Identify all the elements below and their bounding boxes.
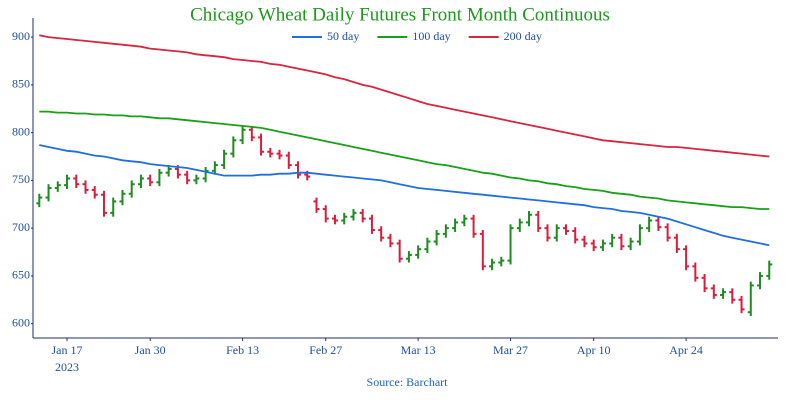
legend-label: 200 day — [504, 29, 542, 43]
legend-label: 50 day — [327, 29, 359, 43]
x-tick-label: Feb 13 — [226, 343, 259, 357]
x-tick-label: Apr 24 — [669, 343, 703, 357]
y-tick-label: 650 — [12, 268, 30, 282]
ma-line — [39, 110, 770, 210]
x-tick-label: Mar 27 — [493, 343, 528, 357]
y-tick-label: 900 — [12, 29, 30, 43]
ma-line — [39, 144, 770, 247]
y-tick-label: 750 — [12, 172, 30, 186]
x-tick-label: Mar 13 — [401, 343, 436, 357]
chart-title: Chicago Wheat Daily Futures Front Month … — [190, 4, 610, 25]
legend-label: 100 day — [412, 29, 450, 43]
x-tick-label: Jan 30 — [135, 343, 166, 357]
y-tick-label: 850 — [12, 77, 30, 91]
x-tick-label: Jan 17 — [52, 343, 83, 357]
x-tick-label: Apr 10 — [577, 343, 611, 357]
x-tick-label: Feb 27 — [309, 343, 342, 357]
source-note: Source: Barchart — [367, 375, 449, 389]
ma-line — [39, 34, 770, 158]
x-year-label: 2023 — [55, 360, 79, 374]
y-tick-label: 700 — [12, 220, 30, 234]
y-tick-label: 800 — [12, 124, 30, 138]
y-tick-label: 600 — [12, 315, 30, 329]
